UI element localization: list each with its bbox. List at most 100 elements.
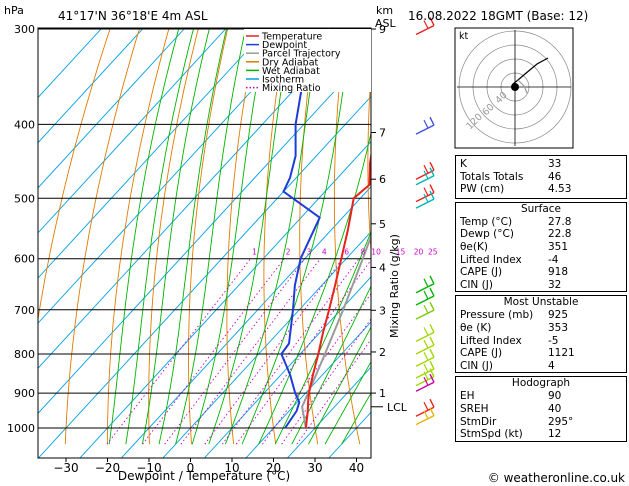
hodograph-stats-title: Hodograph (511, 377, 571, 390)
unstable-label: Pressure (mb) (460, 309, 534, 322)
wind-barb (415, 415, 435, 426)
legend-entry: Parcel Trajectory (262, 49, 341, 60)
unstable-title: Most Unstable (503, 296, 579, 309)
wet-adiabat-line (175, 28, 247, 445)
wet-adiabat-line (241, 28, 353, 445)
surface-value: -4 (548, 253, 559, 266)
wind-barb (415, 283, 435, 294)
wet-adiabat-line (158, 28, 228, 445)
mixing-ratio-label: 8 (361, 248, 366, 257)
hodograph-stat-row: EH 90 (456, 390, 626, 403)
mixing-ratio-line (262, 293, 371, 445)
unstable-label: Lifted Index (460, 334, 522, 347)
surface-value: 351 (548, 240, 569, 253)
wind-barb-flag (423, 327, 429, 336)
pressure-tick-label: 600 (14, 253, 35, 266)
km-tick-label: 9 (379, 23, 386, 36)
km-tick-label: 5 (379, 218, 386, 231)
unstable-label: CIN (J) (460, 359, 493, 372)
unstable-value: -5 (548, 334, 559, 347)
km-tick-label: 3 (379, 304, 386, 317)
dry-adiabat-line (148, 28, 199, 445)
surface-value: 32 (548, 278, 562, 291)
wind-barb-flag (423, 278, 429, 288)
legend-entry: Temperature (261, 32, 322, 43)
wind-barb-flag (429, 324, 435, 333)
mixing-ratio-label: 10 (371, 248, 381, 257)
wet-adiabat-line (141, 28, 211, 445)
wind-barb-flag (429, 17, 435, 26)
indices-panel: K 33 Totals Totals 46 PW (cm) 4.53 Surface Te… (455, 155, 627, 445)
wind-barb (415, 169, 435, 180)
unstable-row: CIN (J) 4 (456, 360, 626, 373)
x-tick-label: −10 (136, 461, 161, 475)
x-tick-label: 10 (224, 461, 239, 475)
surface-value: 918 (548, 266, 569, 279)
pressure-tick-label: 800 (14, 348, 35, 361)
wind-barb-flag (423, 401, 429, 411)
x-tick-label: 0 (187, 461, 195, 475)
index-value: 33 (548, 158, 562, 170)
hodograph-stat-value: 40 (548, 402, 562, 415)
index-label: Totals Totals (460, 170, 524, 183)
mixing-ratio-line (164, 258, 306, 445)
hodograph-stat-row: SREH 40 (456, 403, 626, 416)
parcel-trajectory-line (301, 233, 371, 429)
mixing-ratio-line (204, 258, 343, 445)
isotherm-line (38, 28, 144, 144)
wind-barb-flag (423, 410, 429, 419)
legend-entry: Isotherm (262, 75, 304, 86)
datetime-label: 16.08.2022 18GMT (Base: 12) (408, 9, 588, 23)
wind-barb-flag (429, 184, 435, 193)
wet-adiabat-line (125, 28, 195, 445)
wind-barb-flag (429, 275, 435, 285)
wet-adiabat-line (191, 28, 268, 445)
hodograph-stat-label: SREH (460, 402, 489, 415)
isotherm-line (121, 186, 371, 458)
surface-label: CIN (J) (460, 278, 493, 291)
mixing-ratio-label: 2 (286, 248, 291, 257)
surface-box: Surface Temp (°C) 27.8 Dewp (°C) 22.8 θe(K) 3… (455, 201, 627, 293)
wind-barb (415, 309, 435, 320)
wind-barb-flag (423, 351, 429, 361)
mixing-ratio-label: 1 (252, 248, 257, 257)
unstable-box: Most Unstable Pressure (mb) 925 θe (K) 353 L… (455, 295, 627, 374)
wet-adiabat-line (308, 326, 371, 445)
index-label: PW (cm) (460, 183, 505, 196)
copyright-label: © weatheronline.co.uk (488, 471, 625, 485)
legend-entry: Dry Adiabat (262, 57, 319, 68)
surface-value: 27.8 (548, 215, 572, 228)
pressure-tick-label: 300 (14, 23, 35, 36)
wind-barb-flag (429, 373, 435, 383)
hodograph-stat-row: StmSpd (kt) 12 (456, 428, 626, 441)
surface-row: CAPE (J) 918 (456, 266, 626, 279)
hodograph-stat-label: StmSpd (kt) (460, 428, 523, 441)
isotherm-line (287, 366, 371, 458)
x-tick-label: 30 (307, 461, 322, 475)
wind-barb (415, 376, 435, 387)
y-axis-right-title: Mixing Ratio (g/kg) (388, 234, 401, 338)
hodograph-stats-box: Hodograph EH 90 SREH 40 StmDir 295° StmSpd (kt… (455, 376, 627, 442)
x-tick-label: −20 (95, 461, 120, 475)
sounding-profiles (280, 28, 371, 429)
pressure-tick-label: 700 (14, 304, 35, 317)
index-row: Totals Totals 46 (456, 171, 626, 184)
wind-barb-flag (423, 290, 429, 300)
wind-barb-flag (423, 187, 429, 196)
dry-adiabat-line (38, 28, 111, 323)
hodograph-stat-label: EH (460, 390, 475, 403)
wind-barb-flag (429, 287, 435, 297)
hodograph-storm-motion (517, 79, 528, 94)
legend-entry: Wet Adiabat (262, 66, 320, 77)
wind-barb-flag (429, 398, 435, 408)
location-label: 41°17'N 36°18'E 4m ASL (58, 9, 208, 23)
hodograph-stat-value: 12 (548, 428, 562, 441)
surface-row: Lifted Index -4 (456, 254, 626, 267)
index-value: 4.53 (548, 183, 572, 196)
mixing-ratio-line (235, 259, 371, 445)
unstable-value: 4 (548, 359, 555, 372)
surface-value: 22.8 (548, 228, 572, 241)
surface-row: θe(K) 351 (456, 241, 626, 254)
legend-background (244, 29, 371, 92)
wind-barbs (415, 17, 435, 426)
